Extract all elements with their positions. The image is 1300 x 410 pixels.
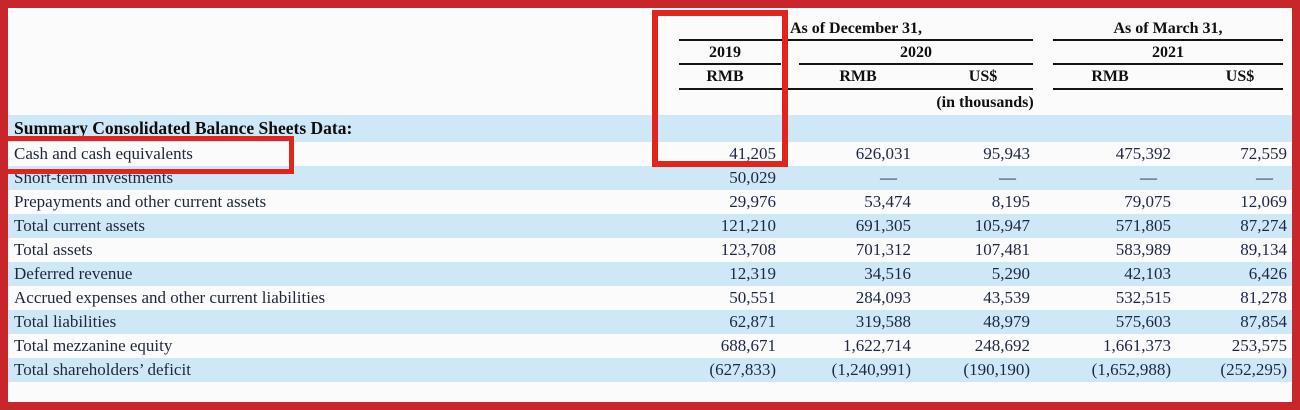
header-rule (679, 63, 781, 65)
section-heading: Summary Consolidated Balance Sheets Data… (14, 118, 353, 138)
value-2020-usd: 248,692 (974, 336, 1030, 355)
value-2020-rmb: 1,622,714 (843, 336, 911, 355)
value-2020-usd: 5,290 (991, 264, 1030, 283)
value-2021-rmb: 532,515 (1115, 288, 1171, 307)
value-2021-rmb: 42,103 (1124, 264, 1171, 283)
table-row: Total assets 123,708 701,312 107,481 583… (8, 238, 1292, 262)
row-label: Total assets (14, 240, 93, 259)
value-2021-usd: 6,426 (1248, 264, 1287, 283)
header-rule (679, 88, 1033, 90)
currency-header-2021-rmb: RMB (1091, 68, 1129, 85)
value-2020-usd: — (999, 168, 1016, 187)
header-rule (1053, 88, 1283, 90)
row-label: Cash and cash equivalents (14, 144, 193, 163)
value-2020-rmb: 691,305 (855, 216, 911, 235)
value-2020-rmb: 626,031 (855, 144, 911, 163)
value-2021-usd: 12,069 (1240, 192, 1287, 211)
table-body: Summary Consolidated Balance Sheets Data… (8, 115, 1292, 382)
value-2020-usd: 95,943 (983, 144, 1030, 163)
value-2019-rmb: 121,210 (720, 216, 776, 235)
table-row: Cash and cash equivalents 41,205 626,031… (8, 142, 1292, 166)
value-2021-usd: 87,854 (1240, 312, 1287, 331)
currency-header-2020-rmb: RMB (839, 68, 877, 85)
currency-header-2021-usd: US$ (1225, 68, 1255, 85)
value-2021-usd: (252,295) (1220, 360, 1287, 379)
value-2019-rmb: 50,551 (729, 288, 776, 307)
value-2021-usd: — (1256, 168, 1273, 187)
column-group-march: As of March 31, (1113, 20, 1223, 37)
row-label: Total current assets (14, 216, 145, 235)
value-2021-rmb: (1,652,988) (1091, 360, 1171, 379)
value-2021-usd: 81,278 (1240, 288, 1287, 307)
row-label: Total mezzanine equity (14, 336, 173, 355)
value-2021-rmb: 575,603 (1115, 312, 1171, 331)
table-row: Total shareholders’ deficit (627,833) (1… (8, 358, 1292, 382)
row-label: Total shareholders’ deficit (14, 360, 191, 379)
value-2019-rmb: 62,871 (729, 312, 776, 331)
value-2020-rmb: — (880, 168, 897, 187)
column-group-december: As of December 31, (789, 20, 923, 37)
value-2020-rmb: 701,312 (855, 240, 911, 259)
value-2020-usd: 43,539 (983, 288, 1030, 307)
value-2020-rmb: 319,588 (855, 312, 911, 331)
value-2021-usd: 89,134 (1240, 240, 1287, 259)
table-row: Deferred revenue 12,319 34,516 5,290 42,… (8, 262, 1292, 286)
value-2021-usd: 87,274 (1240, 216, 1287, 235)
header-rule (799, 63, 1033, 65)
row-label: Total liabilities (14, 312, 117, 331)
value-2019-rmb: 50,029 (729, 168, 776, 187)
table-row: Accrued expenses and other current liabi… (8, 286, 1292, 310)
value-2021-rmb: 571,805 (1115, 216, 1171, 235)
currency-header-2020-usd: US$ (968, 68, 998, 85)
units-note: (in thousands) (936, 94, 1034, 111)
value-2020-usd: 107,481 (974, 240, 1030, 259)
row-label: Deferred revenue (14, 264, 133, 283)
year-2020: 2020 (900, 44, 932, 61)
header-rule (679, 39, 1033, 41)
value-2020-rmb: 53,474 (864, 192, 911, 211)
value-2020-rmb: 34,516 (864, 264, 911, 283)
value-2021-usd: 253,575 (1231, 336, 1287, 355)
value-2019-rmb: 41,205 (729, 144, 776, 163)
value-2021-rmb: 583,989 (1115, 240, 1171, 259)
table-row: Total liabilities 62,871 319,588 48,979 … (8, 310, 1292, 334)
year-2019: 2019 (709, 44, 741, 61)
value-2019-rmb: 123,708 (720, 240, 776, 259)
row-label: Accrued expenses and other current liabi… (14, 288, 326, 307)
value-2020-usd: (190,190) (963, 360, 1030, 379)
value-2019-rmb: 29,976 (729, 192, 776, 211)
currency-header-2019-rmb: RMB (706, 68, 744, 85)
value-2020-rmb: 284,093 (855, 288, 911, 307)
table-row: Total mezzanine equity 688,671 1,622,714… (8, 334, 1292, 358)
highlight-box-cash-row (8, 136, 294, 174)
highlight-box-2019-column (652, 10, 788, 167)
header-rule (1053, 39, 1283, 41)
year-2021: 2021 (1152, 44, 1184, 61)
table-row: Prepayments and other current assets 29,… (8, 190, 1292, 214)
table-row: Total current assets 121,210 691,305 105… (8, 214, 1292, 238)
value-2020-usd: 48,979 (983, 312, 1030, 331)
value-2021-rmb: 79,075 (1124, 192, 1171, 211)
value-2019-rmb: 12,319 (729, 264, 776, 283)
value-2021-rmb: 1,661,373 (1103, 336, 1171, 355)
value-2021-usd: 72,559 (1240, 144, 1287, 163)
value-2019-rmb: 688,671 (720, 336, 776, 355)
value-2020-usd: 8,195 (991, 192, 1030, 211)
value-2021-rmb: 475,392 (1115, 144, 1171, 163)
value-2021-rmb: — (1140, 168, 1157, 187)
row-label: Prepayments and other current assets (14, 192, 267, 211)
value-2020-rmb: (1,240,991) (831, 360, 911, 379)
value-2019-rmb: (627,833) (709, 360, 776, 379)
header-rule (1053, 63, 1283, 65)
value-2020-usd: 105,947 (974, 216, 1030, 235)
